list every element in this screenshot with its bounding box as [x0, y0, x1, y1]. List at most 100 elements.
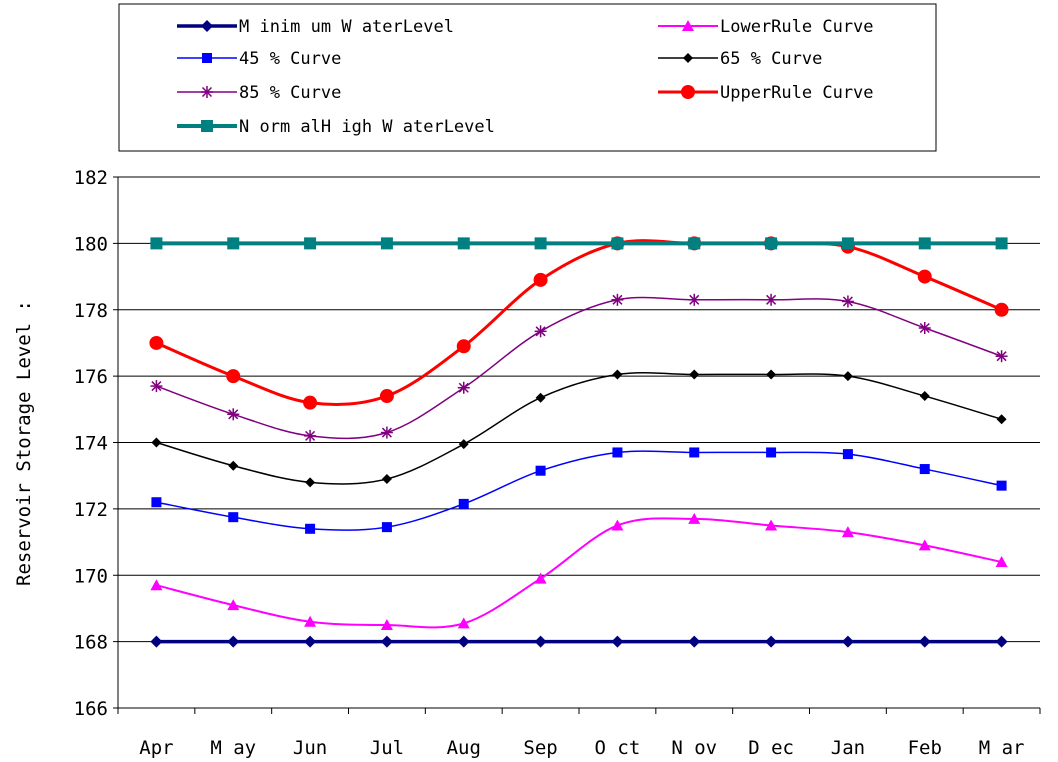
legend-label: N orm alH igh W aterLevel — [239, 117, 495, 137]
y-tick-label: 182 — [74, 167, 108, 189]
data-point — [842, 371, 853, 382]
data-point — [612, 447, 623, 458]
legend-swatch-marker — [682, 20, 694, 31]
x-tick-label: Feb — [908, 737, 942, 759]
series-2 — [151, 447, 1007, 534]
legend-entry: 45 % Curve — [177, 49, 341, 69]
y-axis-label: Reservoir Storage Level : — [13, 300, 35, 586]
data-point — [457, 381, 470, 394]
x-tick-label: Jul — [370, 737, 404, 759]
y-tick-label: 166 — [74, 698, 108, 720]
data-point — [917, 269, 932, 284]
y-tick-label: 180 — [74, 233, 108, 255]
data-point — [535, 465, 546, 476]
series-0 — [150, 635, 1008, 648]
legend-entry: 65 % Curve — [658, 49, 822, 69]
x-tick-label: D ec — [748, 737, 794, 759]
legend-label: 45 % Curve — [239, 49, 341, 69]
data-point — [304, 635, 317, 648]
data-point — [765, 237, 778, 250]
data-point — [534, 572, 547, 584]
series-line — [156, 371, 1002, 485]
data-point — [841, 295, 854, 308]
data-point — [612, 369, 623, 380]
data-point — [689, 369, 700, 380]
legend-swatch-marker — [202, 53, 212, 63]
data-point — [227, 237, 240, 250]
legend-entry: LowerRule Curve — [658, 17, 874, 37]
data-point — [995, 555, 1008, 567]
data-point — [919, 464, 930, 475]
legend-label: M inim um W aterLevel — [239, 17, 454, 37]
data-point — [227, 635, 240, 648]
x-tick-label: Apr — [139, 737, 173, 759]
data-point — [150, 237, 163, 250]
data-point — [150, 579, 163, 591]
legend-swatch-marker — [683, 53, 693, 63]
series-line — [156, 296, 1002, 440]
data-point — [611, 519, 624, 531]
legend-swatch-marker — [201, 86, 213, 98]
x-tick-label: Sep — [523, 737, 557, 759]
data-point — [380, 237, 393, 250]
data-point — [842, 449, 853, 460]
data-point — [765, 635, 778, 648]
data-point — [535, 392, 546, 403]
data-point — [533, 272, 548, 287]
y-tick-label: 168 — [74, 632, 108, 654]
data-point — [227, 599, 240, 611]
x-tick-label: Jan — [831, 737, 865, 759]
y-tick-label: 170 — [74, 565, 108, 587]
data-point — [228, 512, 239, 523]
data-point — [534, 325, 547, 338]
data-point — [994, 302, 1009, 317]
legend-box — [118, 3, 937, 152]
data-point — [611, 293, 624, 306]
series-line — [155, 239, 1003, 407]
data-point — [303, 395, 318, 410]
data-point — [150, 380, 163, 393]
data-point — [841, 526, 854, 538]
legend-entry: N orm alH igh W aterLevel — [177, 117, 495, 137]
x-tick-label: N ov — [671, 737, 717, 759]
data-point — [918, 237, 931, 250]
data-point — [841, 635, 854, 648]
data-point — [995, 237, 1008, 250]
data-point — [381, 522, 392, 533]
data-point — [304, 429, 317, 442]
series-1 — [150, 512, 1008, 631]
data-point — [381, 474, 392, 485]
data-point — [918, 539, 931, 551]
data-point — [305, 523, 316, 534]
series-4 — [150, 293, 1008, 442]
data-point — [457, 635, 470, 648]
data-point — [149, 335, 164, 350]
series-3 — [151, 369, 1007, 488]
x-tick-label: Aug — [447, 737, 481, 759]
data-point — [456, 339, 471, 354]
data-point — [305, 477, 316, 488]
data-point — [304, 237, 317, 250]
y-tick-label: 176 — [74, 366, 108, 388]
data-point — [458, 498, 469, 509]
data-point — [919, 391, 930, 402]
x-tick-label: Jun — [293, 737, 327, 759]
data-point — [457, 237, 470, 250]
data-point — [151, 437, 162, 448]
data-point — [380, 426, 393, 439]
legend-swatch-marker — [201, 120, 213, 132]
legend-label: UpperRule Curve — [720, 83, 874, 103]
data-point — [995, 635, 1008, 648]
y-tick-label: 178 — [74, 300, 108, 322]
legend-label: LowerRule Curve — [720, 17, 874, 37]
data-point — [380, 619, 393, 631]
data-point — [688, 635, 701, 648]
x-tick-label: M ay — [210, 737, 256, 759]
data-point — [458, 439, 469, 450]
data-point — [766, 369, 777, 380]
data-point — [611, 635, 624, 648]
data-point — [688, 237, 701, 250]
data-point — [379, 389, 394, 404]
data-point — [457, 617, 470, 629]
